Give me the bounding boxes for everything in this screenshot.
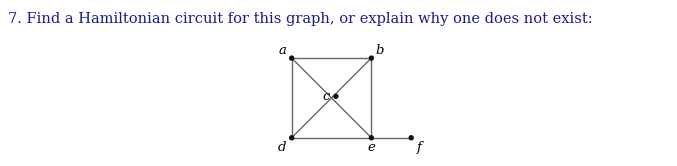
Circle shape — [409, 136, 413, 140]
Text: d: d — [278, 141, 286, 154]
Circle shape — [334, 94, 338, 98]
Circle shape — [370, 56, 373, 60]
Text: 7. Find a Hamiltonian circuit for this graph, or explain why one does not exist:: 7. Find a Hamiltonian circuit for this g… — [8, 12, 593, 26]
Circle shape — [290, 56, 294, 60]
Circle shape — [290, 136, 294, 140]
Text: e: e — [368, 141, 375, 154]
Text: a: a — [278, 44, 286, 57]
Text: c: c — [323, 90, 330, 103]
Text: b: b — [375, 44, 384, 57]
Text: f: f — [417, 141, 422, 154]
Circle shape — [370, 136, 373, 140]
